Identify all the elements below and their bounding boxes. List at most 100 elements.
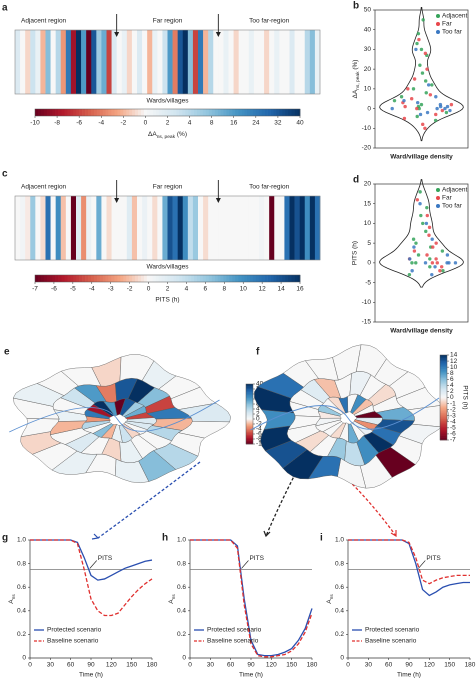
y-tick-label: 0 bbox=[367, 260, 371, 267]
colorbar-cell bbox=[85, 109, 89, 116]
ward-stripe bbox=[15, 30, 21, 94]
ward-stripe bbox=[70, 196, 77, 260]
colorbar-cell bbox=[440, 404, 447, 407]
data-point bbox=[419, 47, 424, 52]
river bbox=[9, 399, 220, 433]
y-tick-label: 0.6 bbox=[17, 584, 26, 591]
data-point bbox=[445, 261, 449, 265]
colorbar-cell bbox=[440, 402, 447, 404]
legend-marker bbox=[436, 204, 440, 208]
y-tick-label: 0.4 bbox=[335, 608, 344, 615]
ward-stripe bbox=[314, 196, 321, 260]
ward-stripe bbox=[157, 196, 163, 260]
ward-stripe bbox=[309, 30, 316, 94]
data-point bbox=[421, 221, 425, 226]
colorbar-cell bbox=[440, 432, 447, 435]
colorbar-cell bbox=[35, 109, 39, 116]
colorbar-cell bbox=[96, 275, 101, 282]
panel-letter: a bbox=[2, 3, 8, 14]
data-point bbox=[416, 31, 421, 36]
colorbar-cell bbox=[440, 363, 447, 366]
colorbar-cell bbox=[247, 109, 251, 116]
colorbar-tick-label: 2 bbox=[166, 286, 170, 293]
colorbar-cell bbox=[64, 109, 68, 116]
ward-stripe bbox=[147, 196, 153, 260]
data-point bbox=[449, 102, 454, 107]
colorbar-cell bbox=[440, 356, 447, 358]
colorbar-cell bbox=[73, 109, 77, 116]
data-point bbox=[415, 106, 419, 111]
colorbar-cell bbox=[161, 109, 165, 116]
ward-stripe bbox=[187, 30, 194, 94]
y-axis-label-part: ns bbox=[330, 594, 335, 600]
colorbar-cell bbox=[105, 275, 109, 282]
colorbar-cell bbox=[246, 412, 253, 414]
data-point bbox=[410, 269, 414, 273]
y-axis-label-part: ns, peak bbox=[355, 71, 361, 90]
x-axis-label: Wards/villages bbox=[146, 98, 189, 105]
colorbar-cell bbox=[111, 275, 115, 282]
annotation: PITS bbox=[249, 555, 264, 562]
data-point bbox=[425, 213, 430, 218]
colorbar-tick-label: -4 bbox=[256, 426, 262, 433]
ward-stripe bbox=[126, 196, 133, 260]
colorbar-tick-label: 6 bbox=[450, 376, 454, 383]
colorbar-cell bbox=[146, 109, 151, 116]
arrow-head bbox=[263, 530, 271, 538]
colorbar-cell bbox=[246, 431, 253, 433]
colorbar-cell bbox=[205, 275, 210, 282]
colorbar-cell bbox=[440, 382, 447, 385]
ward-stripe bbox=[294, 30, 300, 94]
data-point bbox=[415, 41, 419, 46]
colorbar-cell bbox=[126, 109, 130, 116]
colorbar-cell bbox=[440, 398, 447, 401]
colorbar-cell bbox=[43, 109, 48, 116]
colorbar-tick-label: 0 bbox=[147, 286, 151, 293]
colorbar-cell bbox=[246, 432, 253, 435]
colorbar-tick-label: -4 bbox=[450, 419, 456, 426]
colorbar-cell bbox=[440, 435, 447, 437]
colorbar-cell bbox=[246, 396, 253, 399]
y-tick-label: 20 bbox=[364, 66, 372, 73]
colorbar-cell bbox=[246, 407, 253, 409]
y-tick-label: 40 bbox=[364, 26, 372, 33]
colorbar-cell bbox=[440, 364, 447, 367]
colorbar-cell bbox=[120, 109, 124, 116]
y-tick-label: 0.6 bbox=[335, 584, 344, 591]
data-point bbox=[416, 253, 421, 257]
colorbar-cell bbox=[199, 275, 204, 282]
colorbar-cell bbox=[246, 435, 253, 437]
colorbar-cell bbox=[246, 398, 253, 400]
colorbar-tick-label: -10 bbox=[256, 441, 266, 448]
ward-stripe bbox=[299, 196, 306, 260]
y-axis-label-part: ns bbox=[12, 594, 17, 600]
ward-stripe bbox=[101, 196, 107, 260]
data-point bbox=[412, 245, 416, 249]
panel-letter: b bbox=[353, 1, 359, 12]
data-point bbox=[399, 95, 404, 99]
data-point bbox=[428, 257, 432, 261]
colorbar-label-part: ns, peak bbox=[157, 134, 176, 140]
colorbar-cell bbox=[152, 275, 157, 282]
colorbar-cell bbox=[246, 416, 253, 418]
colorbar-cell bbox=[88, 275, 92, 282]
data-point bbox=[415, 100, 420, 105]
x-tick-label: 30 bbox=[207, 662, 215, 669]
y-tick-label: -15 bbox=[362, 319, 372, 326]
ward-stripe bbox=[55, 30, 62, 94]
colorbar-label: PITS (h) bbox=[155, 297, 179, 304]
panel-letter: h bbox=[162, 533, 168, 544]
colorbar-cell bbox=[246, 436, 253, 438]
colorbar-tick-label: 0 bbox=[450, 394, 454, 401]
ward-stripe bbox=[111, 196, 117, 260]
y-tick-label: 0.2 bbox=[177, 631, 186, 638]
colorbar-cell bbox=[246, 393, 253, 395]
region-label: Far region bbox=[153, 18, 183, 25]
colorbar-cell bbox=[194, 109, 198, 116]
colorbar-cell bbox=[67, 109, 71, 116]
ward-stripe bbox=[264, 30, 270, 94]
colorbar-tick-label: -4 bbox=[89, 286, 95, 293]
colorbar-tick-label: 14 bbox=[450, 352, 458, 359]
colorbar-cell bbox=[176, 109, 180, 116]
colorbar-cell bbox=[188, 109, 192, 116]
